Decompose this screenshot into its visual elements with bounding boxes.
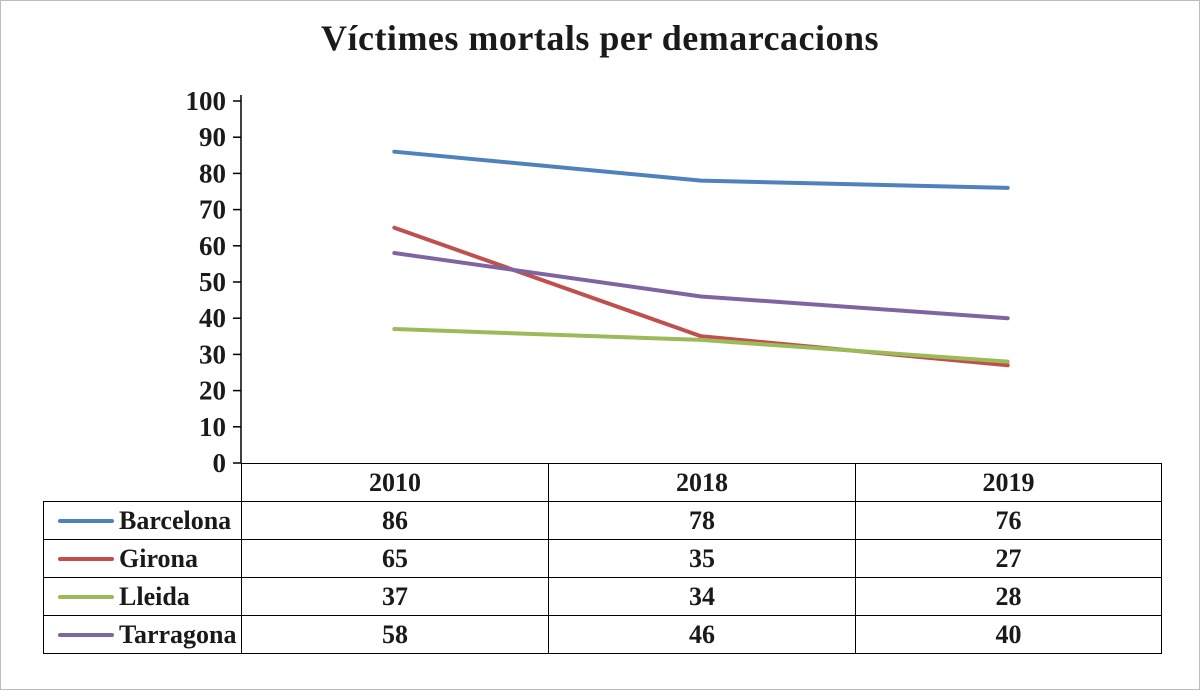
y-tick-label: 70 [199,195,226,225]
y-tick-label: 0 [213,448,227,478]
series-line-barcelona [392,149,1010,190]
category-header: 2018 [548,463,856,502]
series-name: Lleida [119,581,190,611]
category-header-row: 2010 2018 2019 [44,463,1162,502]
legend-cell: Barcelona [43,501,242,540]
value-cell: 78 [548,501,856,540]
value-cell: 34 [548,577,856,616]
table-row: Barcelona 86 78 76 [43,501,1162,540]
category-header: 2019 [855,463,1162,502]
y-tick-label: 20 [199,376,226,406]
chart-title: Víctimes mortals per demarcacions [320,18,880,58]
y-tick-label: 80 [199,158,226,188]
value-cell: 65 [241,539,549,578]
value-cell: 46 [548,615,856,654]
y-tick-label: 50 [199,267,226,297]
legend-marker [58,594,114,599]
y-tick-label: 100 [186,86,227,116]
y-tick-label: 90 [199,122,226,152]
table-row: Lleida 37 34 28 [43,577,1162,616]
value-cell: 76 [855,501,1162,540]
series-line-lleida [392,327,1010,364]
value-cell: 35 [548,539,856,578]
value-cell: 86 [241,501,549,540]
value-cell: 37 [241,577,549,616]
data-table: 2010 2018 2019 Barcelona 86 78 76 [43,463,1162,654]
series-name: Barcelona [119,505,232,535]
value-cell: 27 [855,539,1162,578]
y-tick-label: 40 [199,303,226,333]
table-row: Tarragona 58 46 40 [43,615,1162,654]
value-cell: 40 [855,615,1162,654]
legend-cell: Tarragona [43,615,242,654]
corner-cell [44,464,242,502]
category-header: 2010 [241,463,549,502]
value-cell: 28 [855,577,1162,616]
series-name: Tarragona [119,619,237,649]
legend-cell: Lleida [43,577,242,616]
series-line-tarragona [392,251,1010,321]
value-cell: 58 [241,615,549,654]
table-row: Girona 65 35 27 [43,539,1162,578]
legend-marker [58,632,114,637]
series-name: Girona [119,543,198,573]
legend-marker [58,556,114,561]
y-tick-label: 60 [199,231,226,261]
legend-marker [58,518,114,523]
y-tick-label: 10 [199,412,226,442]
y-tick-label: 30 [199,339,226,369]
legend-cell: Girona [43,539,242,578]
